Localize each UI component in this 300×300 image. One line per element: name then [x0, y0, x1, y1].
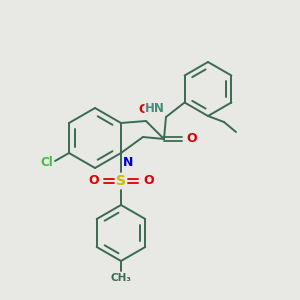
Text: Cl: Cl [40, 155, 53, 169]
Text: S: S [116, 174, 126, 188]
Text: N: N [123, 156, 134, 169]
Text: CH₃: CH₃ [110, 273, 131, 283]
Text: HN: HN [145, 102, 165, 115]
Text: O: O [88, 175, 99, 188]
Text: O: O [139, 103, 149, 116]
Text: O: O [143, 175, 154, 188]
Text: O: O [186, 133, 196, 146]
